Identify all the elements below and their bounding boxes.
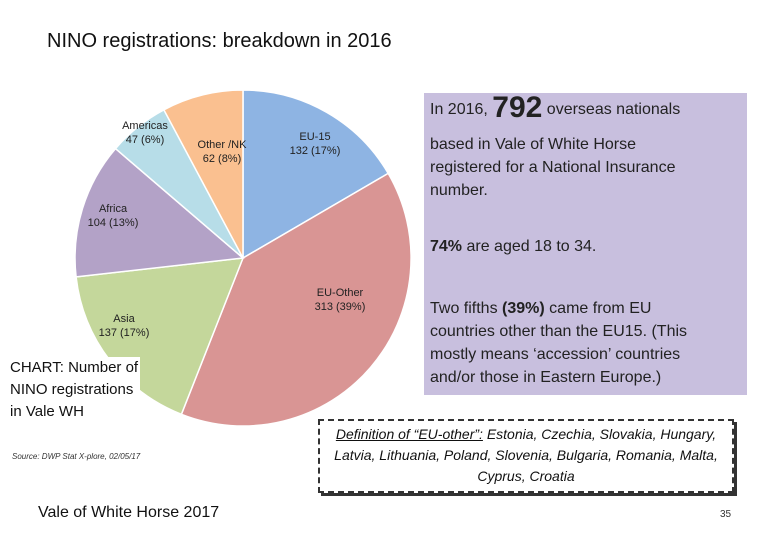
eu-stat-line-2: countries other than the EU15. (This bbox=[430, 323, 688, 340]
eu-stat-line-4: and/or those in Eastern Europe.) bbox=[430, 369, 662, 386]
page-title: NINO registrations: breakdown in 2016 bbox=[47, 30, 392, 52]
eu-stat-line-1: Two fifths (39%) came from EU bbox=[430, 298, 651, 319]
definition-box: Definition of “EU-other”: Estonia, Czech… bbox=[318, 419, 734, 493]
info-line-4: number. bbox=[430, 182, 488, 199]
pie-label-africa: Africa 104 (13%) bbox=[88, 203, 139, 229]
pie-slice-eu-other bbox=[180, 172, 412, 427]
age-stat: 74% are aged 18 to 34. bbox=[430, 236, 596, 257]
info-line-2: based in Vale of White Horse bbox=[430, 136, 637, 153]
pie-label-americas: Americas 47 (6%) bbox=[122, 120, 168, 146]
pie-label-asia: Asia 137 (17%) bbox=[99, 313, 150, 339]
info-line-1: In 2016, 792 overseas nationals bbox=[430, 93, 681, 123]
info-total: 792 bbox=[492, 91, 543, 124]
info-post: overseas nationals bbox=[546, 101, 681, 118]
definition-label: Definition of “EU-other”: bbox=[335, 426, 483, 442]
pie-label-eu-15: EU-15 132 (17%) bbox=[290, 131, 341, 157]
eu-c: came from EU bbox=[549, 300, 652, 317]
age-pct: 74% bbox=[430, 238, 463, 255]
footer-text: Vale of White Horse 2017 bbox=[38, 504, 220, 521]
info-line-3: registered for a National Insurance bbox=[430, 159, 676, 176]
source-note: Source: DWP Stat X-plore, 02/05/17 bbox=[12, 452, 141, 461]
info-pre: In 2016, bbox=[430, 101, 488, 118]
pie-slice-africa bbox=[74, 147, 245, 278]
definition-text: Estonia, Czechia, Slovakia, Hungary, Lat… bbox=[334, 426, 718, 484]
chart-caption: CHART: Number of NINO registrations in V… bbox=[10, 357, 140, 423]
page-number: 35 bbox=[720, 509, 732, 520]
eu-pct: (39%) bbox=[502, 300, 545, 317]
pie-label-other-nk: Other /NK 62 (8%) bbox=[198, 139, 248, 165]
pie-slice-other-nk bbox=[162, 89, 244, 259]
eu-a: Two fifths bbox=[430, 300, 498, 317]
eu-stat-line-3: mostly means ‘accession’ countries bbox=[430, 346, 681, 363]
info-box bbox=[424, 93, 747, 395]
pie-slice-eu-15 bbox=[242, 89, 390, 260]
age-rest: are aged 18 to 34. bbox=[466, 238, 597, 255]
pie-label-eu-other: EU-Other 313 (39%) bbox=[315, 287, 366, 313]
